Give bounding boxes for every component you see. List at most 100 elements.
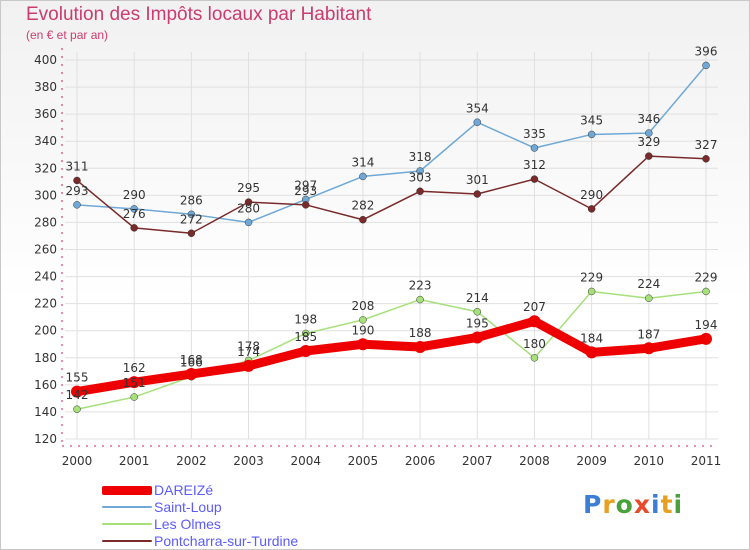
x-tick-label: 2007 [462,454,493,468]
data-label: 198 [294,312,317,326]
data-label: 208 [351,299,374,313]
data-point [473,190,482,198]
data-point [530,354,539,362]
proxiti-logo: Proxiti [583,490,684,519]
y-tick-label: 360 [34,107,57,121]
x-tick-label: 2002 [176,454,207,468]
data-label: 187 [637,327,660,341]
data-label: 162 [123,361,146,375]
data-point [71,385,83,398]
series-line-saint-loup [76,64,707,224]
data-label: 280 [237,201,260,215]
y-tick-label: 160 [34,378,57,392]
data-label: 290 [123,188,146,202]
data-label: 303 [409,170,432,184]
data-label: 318 [409,150,432,164]
legend-label: Saint-Loup [154,499,222,515]
legend-swatch [102,485,152,495]
data-label: 190 [351,323,374,337]
data-label: 354 [466,101,489,115]
legend-label: Pontcharra-sur-Turdine [154,533,299,549]
x-tick-label: 2005 [348,454,379,468]
data-point [642,342,655,355]
y-tick-label: 340 [34,134,57,148]
data-point [702,287,710,296]
y-tick-label: 120 [34,432,57,446]
legend-swatch [102,523,152,525]
x-tick-label: 2001 [119,454,150,468]
data-point [645,129,653,137]
data-label: 174 [237,345,260,359]
x-tick-label: 2010 [634,454,665,468]
data-label: 290 [580,188,603,202]
data-label: 180 [523,337,546,351]
data-point [530,175,539,183]
x-tick-label: 2006 [405,454,436,468]
data-point [187,210,196,219]
data-label: 188 [409,326,432,340]
data-label: 329 [637,135,660,149]
data-label: 166 [180,356,203,370]
data-point [244,198,253,206]
data-point [414,340,427,353]
data-point [700,332,712,345]
data-label: 286 [180,193,203,207]
data-label: 311 [66,159,89,173]
x-tick-label: 2004 [290,454,321,468]
data-label: 314 [351,155,374,169]
data-point [416,295,424,304]
data-label: 276 [123,207,146,221]
data-label: 396 [695,44,718,58]
data-point [530,144,539,152]
data-point [359,316,367,324]
data-point [416,187,424,196]
data-point [587,205,596,213]
data-point [128,376,141,389]
data-point [587,287,596,296]
data-label: 327 [695,138,718,152]
data-point [473,118,482,127]
data-label: 335 [523,127,546,141]
data-label: 168 [180,353,203,367]
y-tick-label: 300 [34,188,57,202]
data-label: 312 [523,158,546,172]
x-tick-label: 2000 [62,454,93,468]
chart-subtitle: (en € et par an) [26,28,109,42]
data-label: 282 [351,199,374,213]
legend-swatch [102,540,152,542]
data-point [130,205,138,213]
data-point [471,331,484,344]
data-point [359,215,367,224]
data-point [416,167,424,175]
data-point [702,155,710,163]
data-label: 229 [695,270,718,284]
y-tick-label: 140 [34,405,57,419]
data-point [301,329,310,338]
data-point [301,201,310,209]
data-label: 345 [580,113,603,127]
data-label: 272 [180,212,203,226]
data-point [356,338,369,351]
data-label: 293 [66,184,89,198]
x-tick-label: 2011 [691,454,722,468]
data-point [473,308,482,316]
y-tick-label: 220 [34,297,57,311]
data-point [299,345,312,358]
y-tick-label: 240 [34,270,57,284]
data-label: 207 [523,300,546,314]
data-point [359,172,367,181]
y-tick-label: 280 [34,215,57,229]
y-tick-label: 180 [34,351,57,365]
data-label: 184 [580,331,603,345]
legend-label: Les Olmes [154,516,221,532]
data-point [73,176,81,185]
data-point [73,201,81,209]
data-label: 151 [123,376,146,390]
data-point [242,359,255,372]
y-tick-label: 320 [34,161,57,175]
data-label: 155 [66,371,89,385]
y-tick-label: 380 [34,80,57,94]
x-tick-label: 2003 [233,454,264,468]
data-label: 229 [580,270,603,284]
